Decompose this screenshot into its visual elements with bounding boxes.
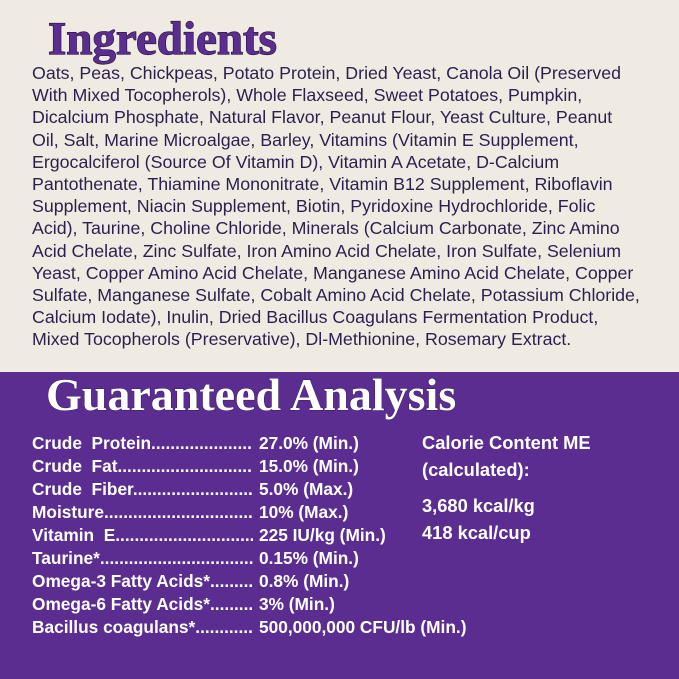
svg-text:Guaranteed Analysis: Guaranteed Analysis xyxy=(46,369,456,420)
svg-text:Ingredients: Ingredients xyxy=(48,13,277,65)
